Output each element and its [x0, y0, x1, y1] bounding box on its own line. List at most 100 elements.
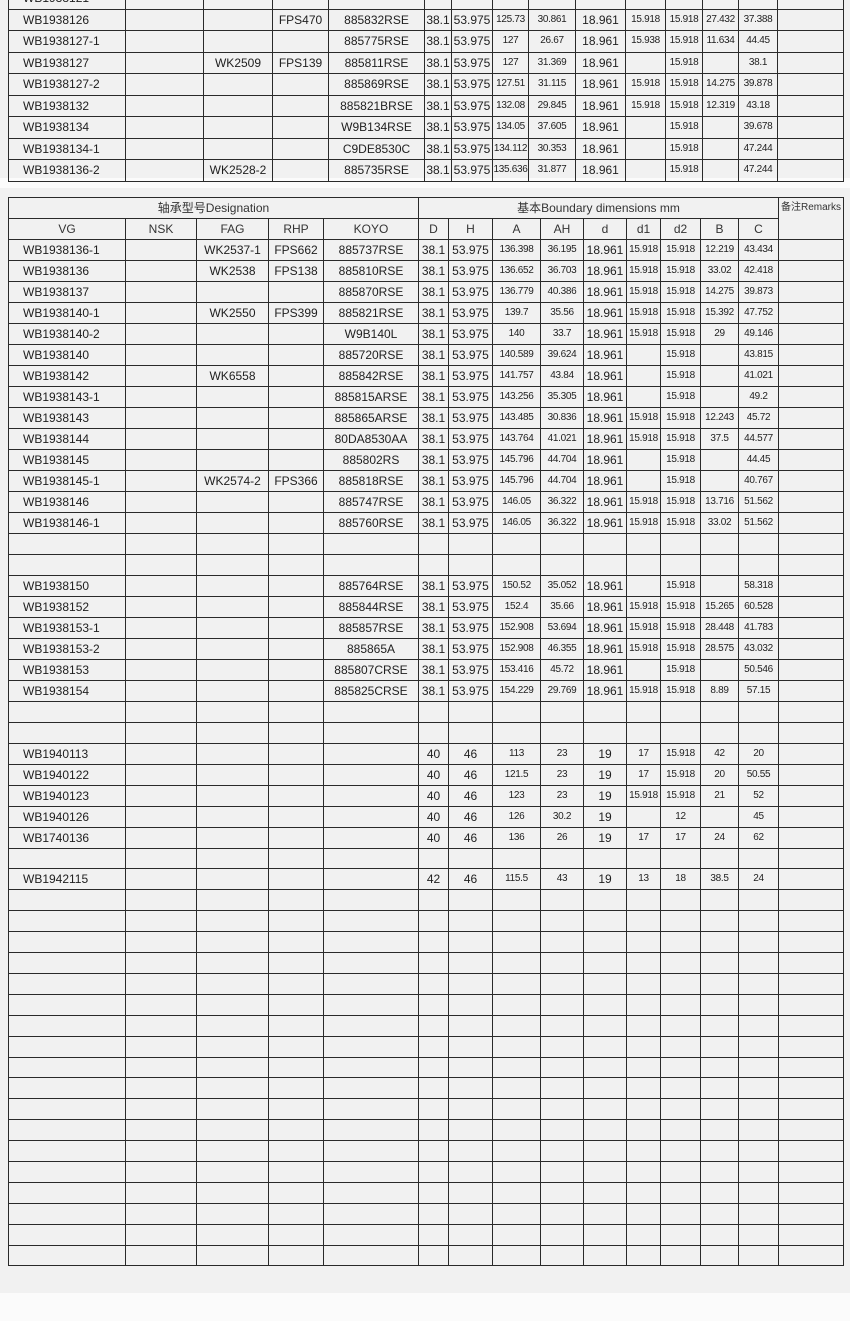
- cell: [196, 1181, 269, 1204]
- cell: [660, 1077, 701, 1100]
- cell: [626, 533, 661, 555]
- dimensions-header: 基本Boundary dimensions mm: [418, 197, 779, 219]
- empty-table-row: [8, 1161, 844, 1183]
- cell: WB1938127: [8, 51, 126, 74]
- cell: [125, 637, 197, 660]
- cell: [778, 1035, 844, 1058]
- cell: [738, 1181, 779, 1204]
- cell: 885775RSE: [328, 30, 425, 53]
- cell: 30.861: [528, 8, 576, 31]
- cell: [196, 616, 269, 639]
- cell: [272, 73, 329, 96]
- cell: [778, 700, 844, 723]
- cell: 15.918: [626, 595, 661, 618]
- cell: 885764RSE: [323, 574, 419, 597]
- cell: [8, 973, 126, 995]
- table-row: WB1940123 40 46 123 23 19 15.918 15.918 21 52: [8, 784, 844, 807]
- cell: [125, 1077, 197, 1100]
- cell: 15.918: [660, 239, 701, 261]
- cell: 885857RSE: [323, 616, 419, 639]
- cell: 136: [492, 826, 541, 849]
- cell: [778, 721, 844, 744]
- cell: [777, 51, 844, 74]
- cell: 53.975: [451, 94, 493, 117]
- cell: [738, 1244, 779, 1267]
- cell: [268, 491, 324, 513]
- cell: [323, 1202, 419, 1225]
- cell: WB1940113: [8, 742, 126, 765]
- cell: 40: [418, 763, 449, 786]
- cell: [196, 847, 269, 870]
- cell: 53.975: [451, 73, 493, 96]
- cell: 38.1: [418, 658, 449, 681]
- cell: [777, 0, 844, 10]
- cell: 53.975: [451, 116, 493, 139]
- cell: [196, 973, 269, 995]
- cell: WB1940126: [8, 805, 126, 828]
- cell: 53.975: [448, 658, 493, 681]
- cell: WB1938145: [8, 449, 126, 471]
- cell: [700, 952, 739, 975]
- cell: 123: [492, 784, 541, 807]
- cell: 41.021: [738, 365, 779, 387]
- cell: [448, 721, 493, 744]
- cell: 17: [626, 826, 661, 849]
- cell: 50.55: [738, 763, 779, 786]
- cell: [323, 721, 419, 744]
- cell: 127: [492, 30, 529, 53]
- cell: [492, 0, 529, 10]
- cell: 8.89: [700, 679, 739, 702]
- cell: [626, 1202, 661, 1225]
- cell: [448, 889, 493, 912]
- cell: [323, 1244, 419, 1267]
- cell: [196, 721, 269, 744]
- cell: [778, 512, 844, 534]
- cell: [418, 1098, 449, 1121]
- cell: [125, 553, 197, 576]
- cell: FPS139: [272, 51, 329, 74]
- cell: 152.4: [492, 595, 541, 618]
- table-row: WB1942115 42 46 115.5 43 19 13 18 38.5 24: [8, 868, 844, 891]
- cell: 885747RSE: [323, 491, 419, 513]
- cell: 885832RSE: [328, 8, 425, 31]
- cell: [125, 1181, 197, 1204]
- cell: [583, 973, 627, 995]
- table-row: WB1938153 885807CRSE 38.1 53.975 153.416 45.7…: [8, 658, 844, 681]
- cell: [268, 365, 324, 387]
- cell: [583, 910, 627, 933]
- cell: [625, 116, 666, 139]
- cell: [660, 1098, 701, 1121]
- table-row: WB1938136 WK2538 FPS138 885810RSE 38.1 53.975…: [8, 260, 844, 282]
- cell: 18: [660, 868, 701, 891]
- cell: 12.219: [700, 239, 739, 261]
- cell: 39.878: [738, 73, 778, 96]
- cell: WK2509: [203, 51, 273, 74]
- cell: [540, 847, 584, 870]
- cell: [540, 1098, 584, 1121]
- cell: WB1938127-1: [8, 30, 126, 53]
- cell: [778, 616, 844, 639]
- cell: [196, 742, 269, 765]
- cell: [125, 302, 197, 324]
- table-row: WB1938132 885821BRSE 38.1 53.975 132.08 29.84…: [8, 94, 844, 117]
- cell: [323, 1077, 419, 1100]
- cell: [268, 931, 324, 954]
- cell: 38.5: [700, 868, 739, 891]
- cell: 57.15: [738, 679, 779, 702]
- cell: [203, 94, 273, 117]
- table-row: WB1938127 WK2509 FPS139 885811RSE 38.1 53.975…: [8, 51, 844, 74]
- cell: [660, 1014, 701, 1037]
- cell: [196, 386, 269, 408]
- cell: [626, 1014, 661, 1037]
- cell: [125, 137, 204, 160]
- table-row: WB1938121: [8, 0, 844, 10]
- cell: [540, 993, 584, 1016]
- cell: [700, 470, 739, 492]
- cell: 43.815: [738, 344, 779, 366]
- cell: [778, 365, 844, 387]
- cell: 140: [492, 323, 541, 345]
- cell: [323, 973, 419, 995]
- cell: 121.5: [492, 763, 541, 786]
- table-row: WB1940113 40 46 113 23 19 17 15.918 42 20: [8, 742, 844, 765]
- cell: [660, 1181, 701, 1204]
